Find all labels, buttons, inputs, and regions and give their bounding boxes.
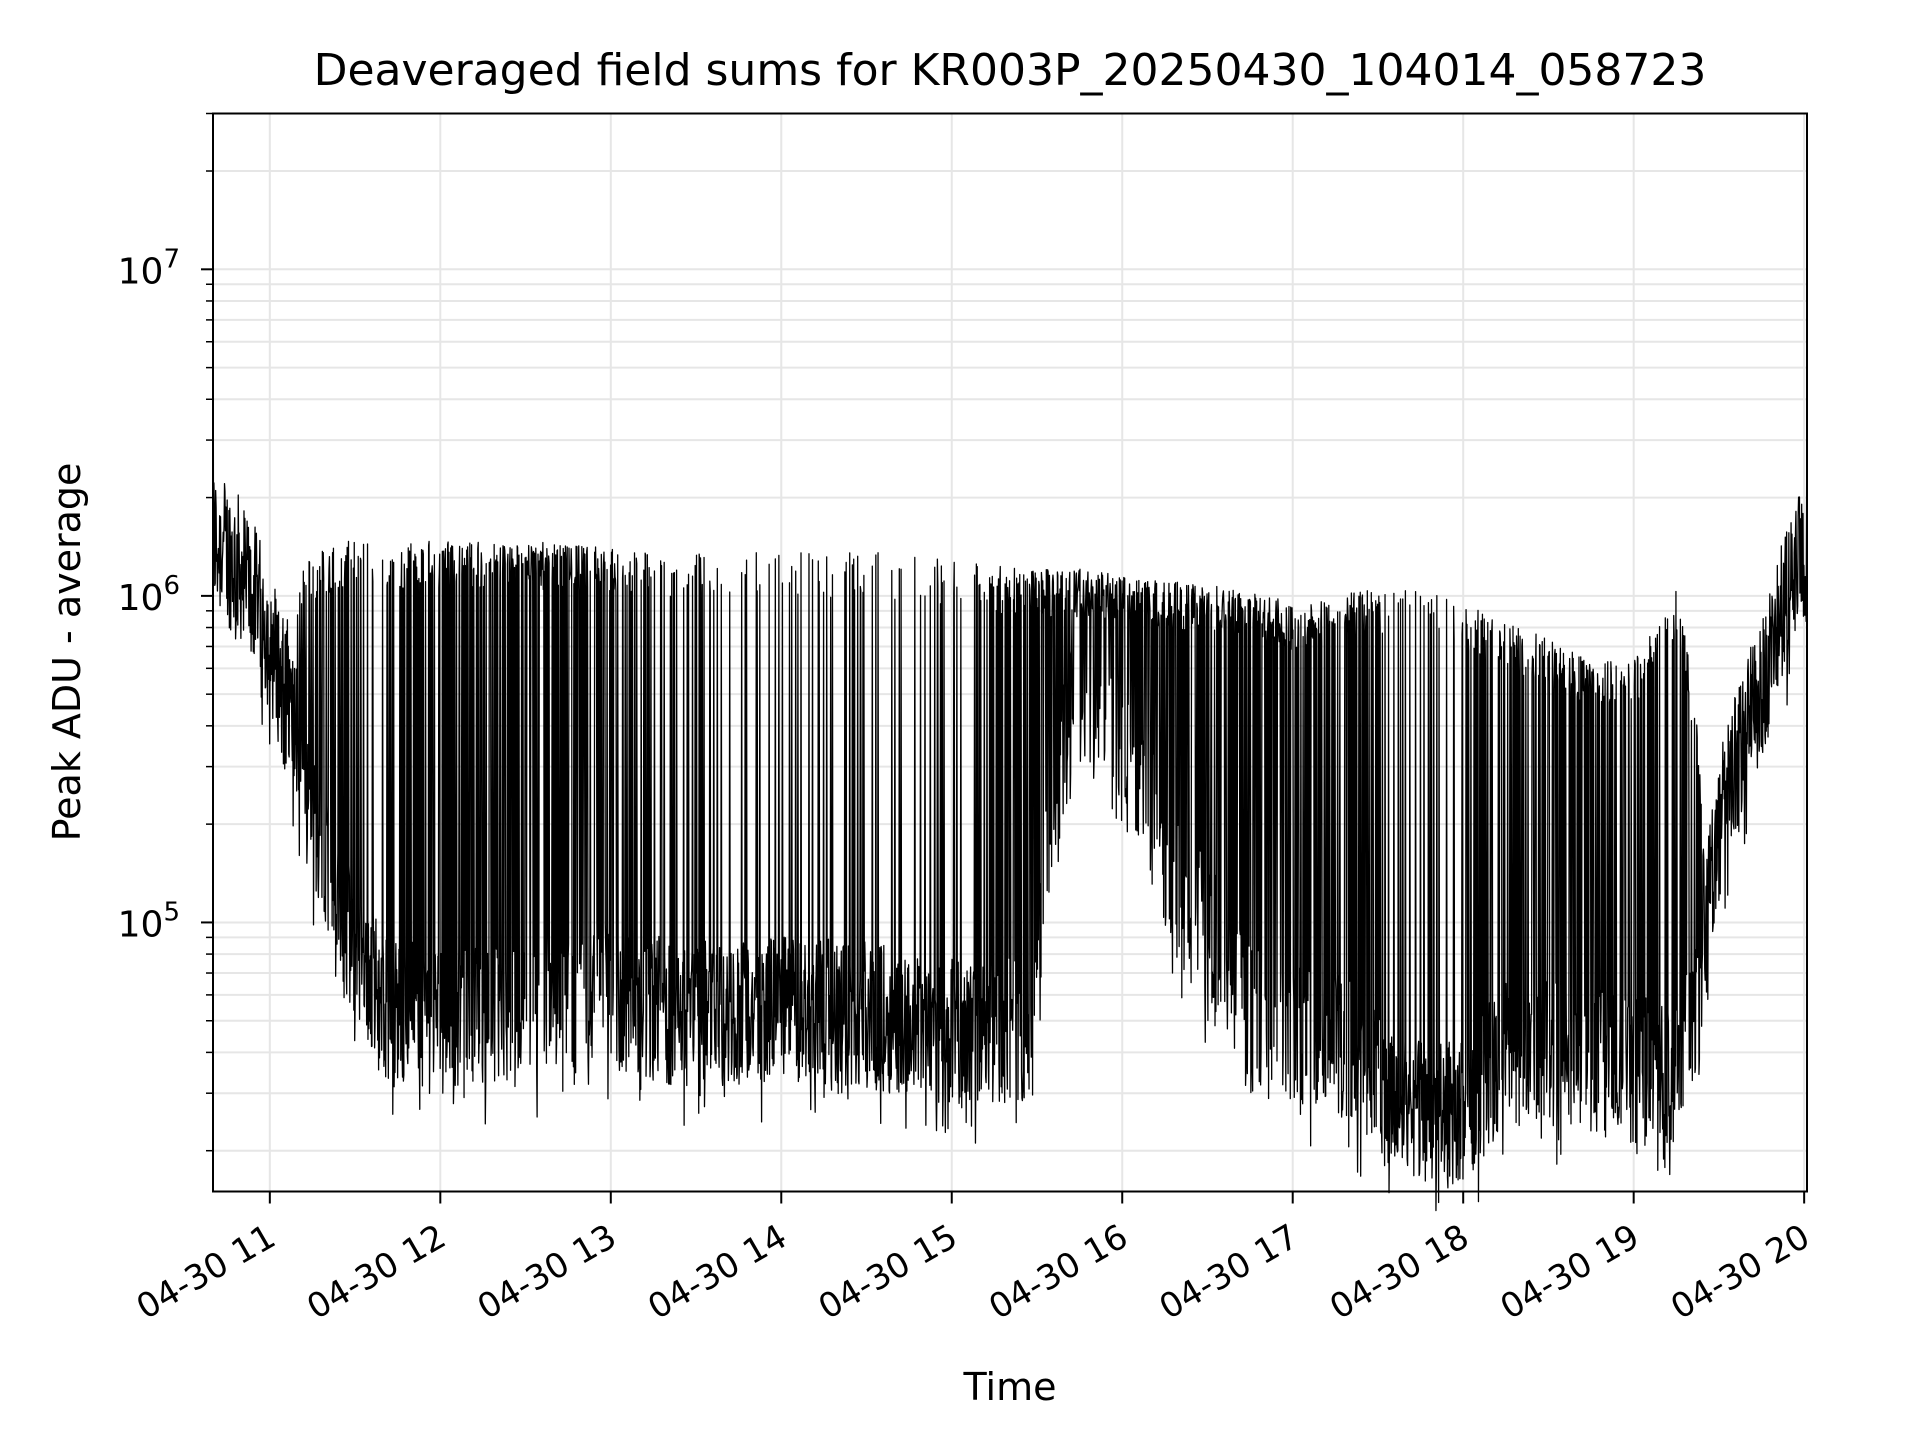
y-tick-label: 106 [118, 571, 180, 619]
y-tick-label: 107 [118, 244, 180, 292]
plot-frame [212, 112, 1808, 1193]
x-tick-label: 04-30 16 [982, 1217, 1134, 1328]
chart-title: Deaveraged field sums for KR003P_2025043… [314, 45, 1707, 96]
x-tick-label: 04-30 20 [1664, 1217, 1816, 1328]
y-axis-label: Peak ADU - average [45, 463, 89, 842]
x-tick-label: 04-30 12 [300, 1217, 452, 1328]
y-tick-label: 105 [118, 897, 180, 945]
x-tick-label: 04-30 17 [1153, 1217, 1305, 1328]
x-tick-label: 04-30 15 [812, 1217, 964, 1328]
x-axis-label: Time [963, 1365, 1057, 1409]
x-tick-label: 04-30 13 [471, 1217, 623, 1328]
series-line [212, 164, 1808, 1212]
data-series [212, 164, 1808, 1212]
x-tick-label: 04-30 11 [130, 1217, 282, 1328]
x-tick-label: 04-30 18 [1323, 1217, 1475, 1328]
x-tick-label: 04-30 19 [1494, 1217, 1646, 1328]
x-tick-label: 04-30 14 [641, 1217, 793, 1328]
